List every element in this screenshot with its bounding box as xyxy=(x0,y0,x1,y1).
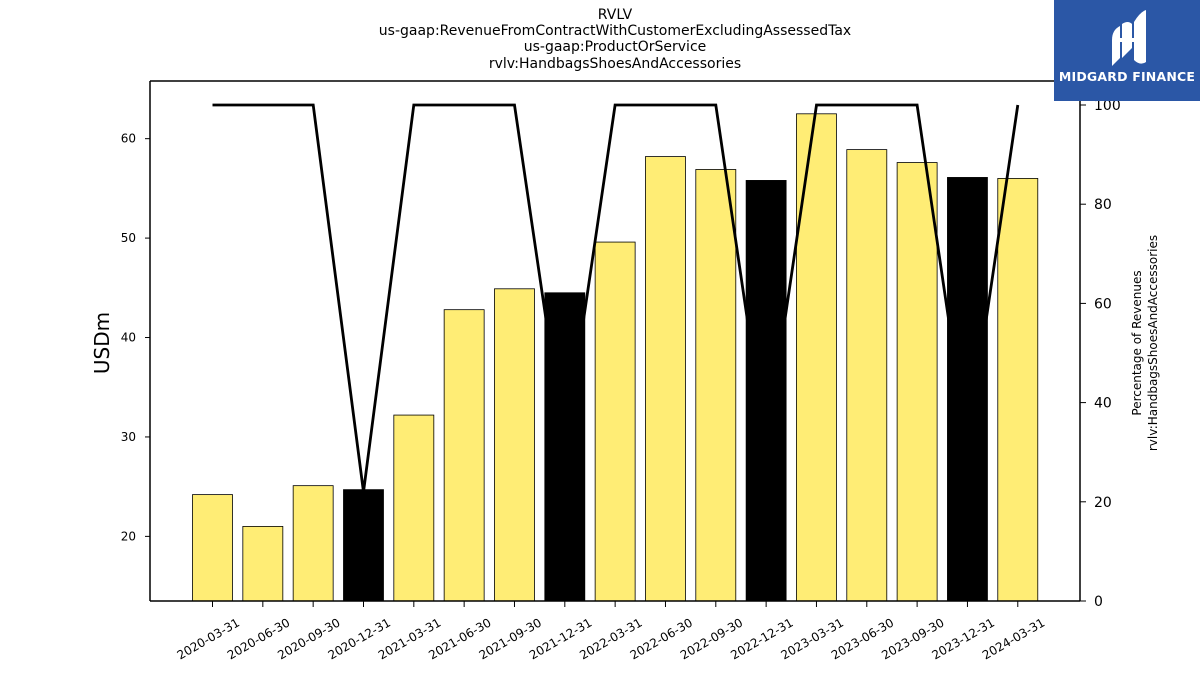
bar-2022-03-31 xyxy=(594,241,636,602)
labels-layer: USDm Percentage of Revenues rvlv:Handbag… xyxy=(90,235,1160,451)
line-layer xyxy=(212,103,1020,493)
y-right-tick-label-80: 80 xyxy=(1094,197,1112,213)
bar-2020-09-30 xyxy=(292,485,334,602)
logo-text: MIDGARD FINANCE xyxy=(1058,69,1196,84)
bars-layer xyxy=(192,113,1039,602)
bar-2021-03-31 xyxy=(393,414,435,602)
chart-title-line-2: us-gaap:RevenueFromContractWithCustomerE… xyxy=(378,23,852,39)
y-right-tick-label-0: 0 xyxy=(1094,594,1103,610)
y-right-tick-label-100: 100 xyxy=(1094,98,1121,114)
bar-2021-06-30 xyxy=(443,309,485,602)
y-right-tick-label-20: 20 xyxy=(1094,495,1112,511)
bar-2024-03-31 xyxy=(997,178,1039,602)
chart-title-line-3: us-gaap:ProductOrService xyxy=(523,39,707,55)
midgard-finance-logo: MIDGARD FINANCE xyxy=(1054,0,1200,101)
chart-title-line-4: rvlv:HandbagsShoesAndAccessories xyxy=(488,56,742,72)
logo-mark-icon xyxy=(1112,10,1146,66)
y-right-tick-label-60: 60 xyxy=(1094,296,1112,312)
bar-2023-12-31 xyxy=(947,177,988,602)
y-right-tick-label-40: 40 xyxy=(1094,396,1112,412)
y-axis-right-label-line-2: rvlv:HandbagsShoesAndAccessories xyxy=(1146,235,1160,451)
bar-2020-03-31 xyxy=(192,494,233,602)
bar-2021-09-30 xyxy=(494,288,535,602)
y-tick-label-50: 50 xyxy=(121,231,136,245)
y-axis-label: USDm xyxy=(90,312,114,374)
bar-2023-09-30 xyxy=(896,162,938,602)
bar-2023-06-30 xyxy=(846,149,888,602)
y-tick-label-60: 60 xyxy=(121,132,136,146)
percentage-line xyxy=(212,103,1020,493)
chart-title-line-1: RVLV xyxy=(597,7,633,23)
y-tick-label-30: 30 xyxy=(121,430,136,444)
bar-2022-12-31 xyxy=(745,180,787,602)
y-tick-label-20: 20 xyxy=(121,529,136,543)
y-tick-label-40: 40 xyxy=(121,331,136,345)
bar-2022-06-30 xyxy=(645,156,686,602)
y-axis-right-label-line-1: Percentage of Revenues xyxy=(1130,270,1144,415)
bar-2023-03-31 xyxy=(796,113,837,602)
bar-2020-06-30 xyxy=(242,526,284,602)
bar-2022-09-30 xyxy=(695,169,737,602)
bar-2020-12-31 xyxy=(343,489,384,602)
